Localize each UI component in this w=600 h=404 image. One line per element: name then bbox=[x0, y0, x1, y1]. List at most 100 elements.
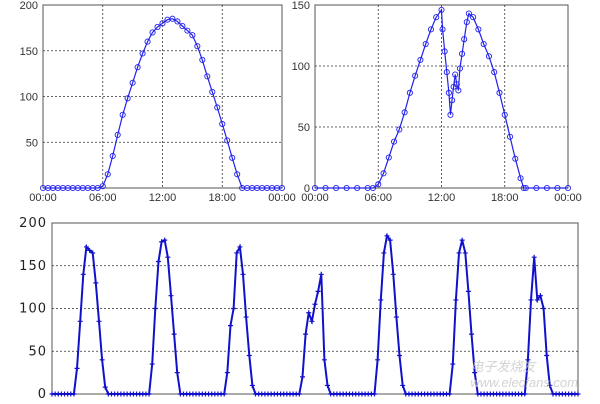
data-point bbox=[311, 184, 319, 192]
data-point bbox=[303, 331, 309, 337]
data-point bbox=[299, 374, 305, 380]
y-tick-label: 50 bbox=[28, 344, 47, 359]
plot-frame bbox=[42, 4, 283, 189]
data-point bbox=[234, 250, 240, 256]
data-point bbox=[520, 184, 527, 192]
x-tick-label: 00:00 bbox=[268, 192, 296, 204]
data-point bbox=[541, 306, 547, 311]
y-tick-label: 150 bbox=[19, 259, 47, 274]
data-point bbox=[240, 271, 246, 277]
series-line bbox=[315, 8, 568, 189]
data-point bbox=[321, 357, 327, 363]
data-point bbox=[343, 184, 350, 192]
series-line bbox=[43, 18, 282, 189]
data-point bbox=[470, 14, 477, 21]
y-tick-label: 100 bbox=[292, 61, 310, 73]
data-point bbox=[401, 109, 408, 116]
data-point bbox=[512, 155, 519, 162]
x-tick-label: 06:00 bbox=[89, 192, 117, 204]
data-point bbox=[427, 26, 435, 33]
data-point bbox=[119, 111, 126, 118]
data-point bbox=[459, 50, 466, 57]
data-point bbox=[221, 391, 227, 397]
data-point bbox=[278, 184, 286, 192]
data-point bbox=[139, 50, 146, 57]
y-tick-label: 50 bbox=[298, 122, 310, 134]
data-point bbox=[522, 184, 529, 192]
data-point bbox=[99, 357, 105, 363]
data-point bbox=[204, 73, 211, 80]
data-point bbox=[246, 353, 252, 359]
y-tick-label: 0 bbox=[38, 387, 47, 402]
data-point bbox=[445, 89, 452, 96]
y-tick-label: 0 bbox=[304, 183, 310, 195]
x-tick-label: 00:00 bbox=[554, 192, 582, 204]
data-point bbox=[396, 126, 403, 133]
data-point bbox=[491, 69, 498, 76]
data-point bbox=[104, 171, 111, 178]
data-point bbox=[174, 18, 181, 25]
data-point bbox=[456, 250, 462, 256]
data-point bbox=[199, 56, 206, 63]
data-point bbox=[87, 247, 93, 253]
data-point bbox=[531, 254, 537, 260]
data-point bbox=[169, 15, 176, 22]
data-point bbox=[461, 36, 468, 43]
data-point bbox=[227, 323, 233, 329]
data-point bbox=[387, 237, 393, 243]
data-point bbox=[393, 314, 399, 320]
data-point bbox=[525, 357, 531, 363]
data-point bbox=[453, 297, 459, 303]
data-point bbox=[144, 38, 151, 45]
data-point bbox=[224, 370, 230, 376]
data-point bbox=[462, 250, 468, 256]
data-point bbox=[124, 95, 131, 102]
data-point bbox=[522, 391, 528, 397]
data-point bbox=[453, 81, 460, 88]
data-point bbox=[406, 89, 413, 96]
data-point bbox=[83, 244, 89, 250]
data-point bbox=[463, 19, 470, 26]
data-point bbox=[501, 111, 508, 118]
data-point bbox=[214, 104, 221, 111]
data-point bbox=[318, 271, 324, 277]
x-tick-label: 00:00 bbox=[29, 192, 57, 204]
data-point bbox=[71, 391, 77, 397]
data-point bbox=[129, 79, 136, 86]
x-tick-label: 06:00 bbox=[364, 192, 392, 204]
data-point bbox=[134, 64, 141, 71]
data-point bbox=[371, 391, 377, 397]
data-point bbox=[380, 170, 387, 177]
data-point bbox=[152, 306, 158, 311]
chart-panel-3: 0 50 100 150 200 bbox=[19, 216, 581, 402]
y-tick-label: 150 bbox=[292, 0, 310, 12]
data-point bbox=[234, 171, 241, 178]
data-point bbox=[439, 26, 446, 33]
data-point bbox=[575, 391, 581, 397]
data-point bbox=[369, 184, 377, 192]
data-point bbox=[528, 297, 534, 303]
data-point bbox=[375, 357, 381, 363]
x-tick-label: 18:00 bbox=[491, 192, 519, 204]
data-point bbox=[433, 14, 440, 21]
data-point bbox=[146, 391, 152, 397]
data-point bbox=[452, 71, 459, 78]
chart-panel-2: 0 50 100 150 00:00 06:00 12:00 18:00 00:00 bbox=[292, 0, 582, 204]
data-point bbox=[209, 88, 216, 95]
data-point bbox=[99, 183, 106, 190]
data-point bbox=[441, 48, 448, 55]
data-point bbox=[194, 43, 201, 50]
data-point bbox=[93, 280, 99, 286]
data-point bbox=[391, 138, 398, 145]
data-point bbox=[554, 184, 561, 192]
data-point bbox=[114, 131, 121, 138]
data-point bbox=[325, 382, 331, 388]
data-point bbox=[517, 175, 524, 182]
data-point bbox=[381, 250, 387, 256]
data-point bbox=[249, 382, 255, 388]
data-point bbox=[155, 258, 161, 264]
data-point bbox=[354, 184, 361, 192]
x-tick-label: 18:00 bbox=[208, 192, 236, 204]
data-point bbox=[375, 181, 382, 188]
